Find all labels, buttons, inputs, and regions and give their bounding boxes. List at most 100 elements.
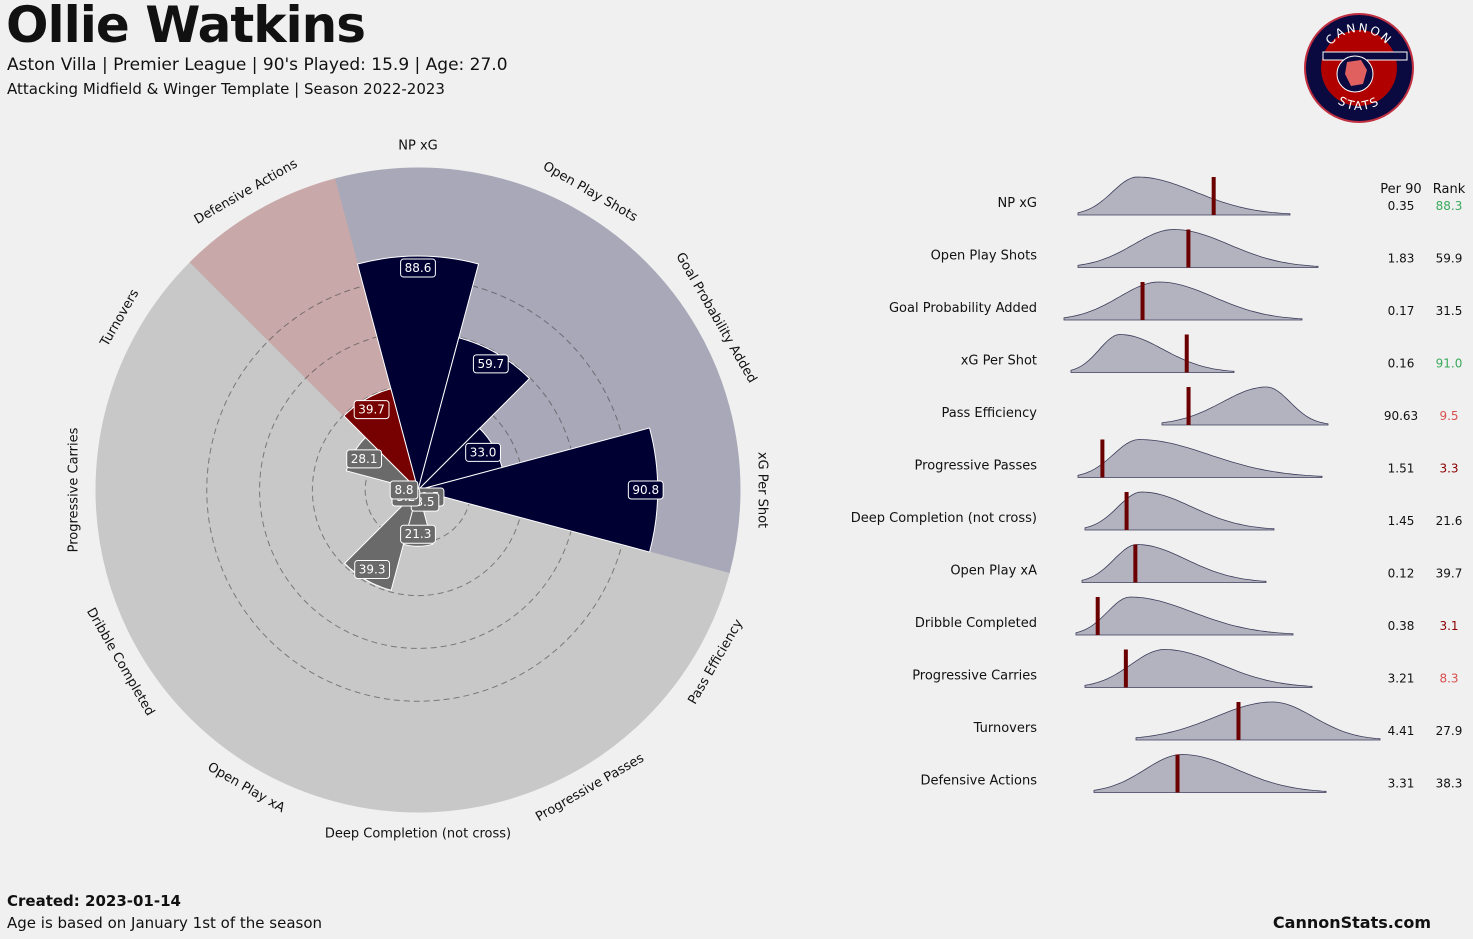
distribution-row: Deep Completion (not cross) 1.45 21.6	[851, 491, 1462, 531]
metric-label: NP xG	[998, 196, 1037, 211]
player-marker	[1140, 282, 1145, 320]
distribution-curve	[1077, 176, 1291, 216]
radar-value-box	[465, 442, 501, 462]
cannonstats-logo: CANNON STATS	[1304, 13, 1414, 123]
age-footnote: Age is based on January 1st of the seaso…	[7, 914, 323, 932]
rank-value: 39.7	[1436, 567, 1463, 581]
radar-value-label: 3.5	[415, 495, 434, 509]
distribution-row: Pass Efficiency 90.63 9.5	[941, 386, 1459, 426]
metric-label: Progressive Passes	[915, 459, 1038, 474]
distribution-curve	[1081, 544, 1267, 583]
per90-value: 0.16	[1388, 357, 1415, 371]
distribution-row: Progressive Carries 3.21 8.3	[912, 649, 1459, 688]
distribution-row: Defensive Actions 3.31 38.3	[920, 754, 1463, 793]
rank-value: 38.3	[1436, 777, 1463, 791]
player-marker	[1095, 597, 1100, 635]
radar-axis-label: xG Per Shot	[755, 452, 770, 528]
player-marker	[1211, 177, 1216, 215]
distribution-row: Open Play xA 0.12 39.7	[950, 544, 1463, 583]
radar-value-box	[472, 354, 509, 374]
player-marker	[1100, 439, 1105, 478]
distribution-row: Goal Probability Added 0.17 31.5	[889, 281, 1463, 321]
player-marker	[1184, 334, 1189, 373]
metric-label: Open Play Shots	[931, 249, 1038, 264]
radar-value-label: 21.3	[405, 527, 432, 541]
rank-value: 31.5	[1436, 304, 1463, 318]
site-credit: CannonStats.com	[1272, 913, 1431, 932]
per90-value: 3.31	[1388, 777, 1415, 791]
metric-label: Turnovers	[973, 721, 1038, 736]
distribution-row: Dribble Completed 0.38 3.1	[915, 596, 1459, 636]
metric-label: Progressive Carries	[912, 669, 1037, 684]
per90-value: 0.17	[1388, 304, 1415, 318]
player-marker	[1124, 492, 1129, 530]
distribution-row: xG Per Shot 0.16 91.0	[961, 334, 1463, 373]
radar-value-labels: 88.659.733.090.89.53.521.339.33.28.828.1…	[346, 258, 664, 579]
metric-label: Defensive Actions	[920, 774, 1037, 789]
template-season-subtitle: Attacking Midfield & Winger Template | S…	[7, 80, 445, 98]
per90-value: 90.63	[1384, 409, 1418, 423]
radar-axis-label: Deep Completion (not cross)	[325, 827, 511, 842]
radar-value-box	[627, 480, 664, 500]
radar-axis-label: NP xG	[398, 139, 437, 154]
per90-value: 1.83	[1388, 252, 1415, 266]
distribution-curve	[1135, 701, 1381, 741]
radar-value-box	[353, 400, 390, 420]
distribution-curve	[1077, 439, 1323, 478]
distribution-curve	[1093, 754, 1327, 793]
created-date: Created: 2023-01-14	[7, 892, 181, 910]
distribution-curve	[1070, 334, 1235, 373]
rank-column-header: Rank	[1433, 182, 1466, 197]
per90-value: 1.45	[1388, 514, 1415, 528]
metric-label: Dribble Completed	[915, 616, 1037, 631]
per90-value: 0.12	[1388, 567, 1415, 581]
radar-value-label: 28.1	[351, 452, 378, 466]
radar-value-box	[400, 258, 436, 278]
radar-value-box	[346, 449, 383, 469]
rank-value: 27.9	[1436, 724, 1463, 738]
player-marker	[1175, 754, 1180, 793]
player-marker	[1186, 229, 1191, 268]
distribution-row: Turnovers 4.41 27.9	[973, 701, 1463, 741]
distribution-curve	[1077, 229, 1319, 268]
player-marker	[1123, 649, 1128, 688]
radar-value-box	[389, 480, 419, 500]
metric-label: Goal Probability Added	[889, 301, 1037, 316]
distribution-table-chart: Per 90 Rank NP xG 0.35 88.3 Open Play Shots 1.…	[851, 176, 1466, 793]
player-marker	[1133, 544, 1138, 583]
rank-value: 88.3	[1436, 199, 1463, 213]
distribution-row: NP xG 0.35 88.3	[998, 176, 1463, 216]
rank-value: 91.0	[1436, 357, 1463, 371]
rank-value: 3.1	[1439, 619, 1458, 633]
svg-text:STATS: STATS	[1336, 94, 1383, 114]
metric-label: Open Play xA	[950, 564, 1037, 579]
radar-value-label: 33.0	[470, 445, 497, 459]
player-name-title: Ollie Watkins	[6, 0, 366, 54]
radar-value-label: 88.6	[405, 261, 432, 275]
radar-value-box	[400, 524, 436, 544]
per90-column-header: Per 90	[1380, 182, 1421, 197]
rank-value: 3.3	[1439, 462, 1458, 476]
rank-value: 9.5	[1439, 409, 1458, 423]
player-marker	[1186, 387, 1191, 425]
per90-value: 0.38	[1388, 619, 1415, 633]
percentile-radar-chart: 88.659.733.090.89.53.521.339.33.28.828.1…	[67, 139, 770, 842]
player-info-subtitle: Aston Villa | Premier League | 90's Play…	[7, 55, 508, 75]
player-marker	[1236, 702, 1241, 740]
metric-label: Pass Efficiency	[941, 406, 1037, 421]
radar-value-label: 90.8	[632, 483, 659, 497]
radar-axis-label: Progressive Carries	[67, 427, 82, 552]
radar-value-label: 39.7	[358, 403, 385, 417]
rank-value: 59.9	[1436, 252, 1463, 266]
distribution-curve	[1084, 649, 1313, 688]
per90-value: 1.51	[1388, 462, 1415, 476]
distribution-curve	[1063, 281, 1303, 321]
metric-label: Deep Completion (not cross)	[851, 511, 1037, 526]
radar-value-label: 59.7	[477, 357, 504, 371]
per90-value: 3.21	[1388, 672, 1415, 686]
distribution-row: Progressive Passes 1.51 3.3	[915, 439, 1459, 478]
radar-value-label: 39.3	[359, 562, 386, 576]
per90-value: 0.35	[1388, 199, 1415, 213]
distribution-curve	[1075, 596, 1294, 636]
radar-background	[95, 167, 741, 813]
